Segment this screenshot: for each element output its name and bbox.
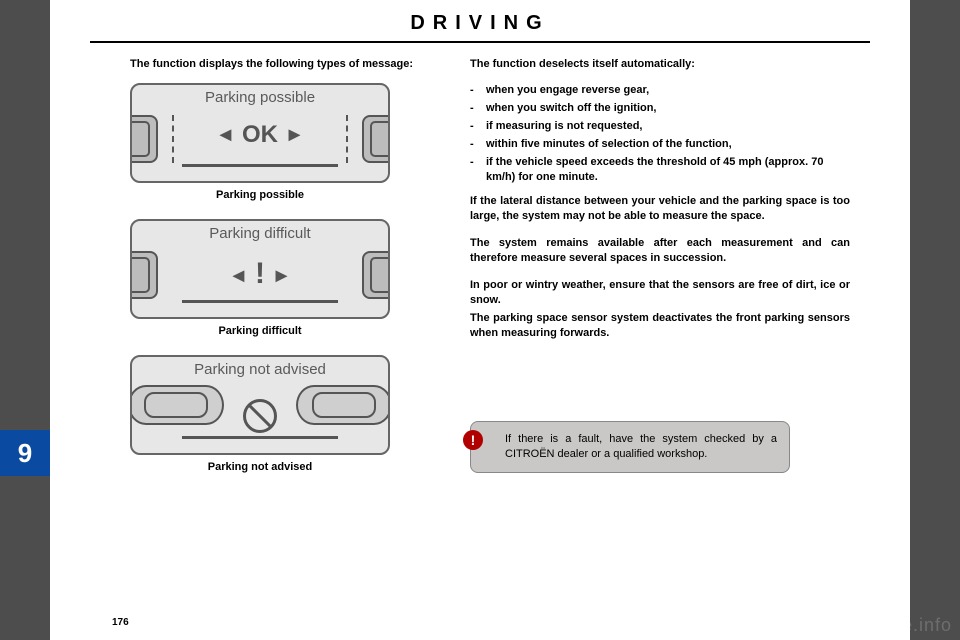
display-title: Parking not advised (132, 357, 388, 378)
bullet-list: -when you engage reverse gear, -when you… (470, 83, 850, 184)
bullet-text: if the vehicle speed exceeds the thresho… (486, 155, 850, 185)
ok-text: OK (242, 121, 278, 148)
list-item: -within five minutes of selection of the… (470, 137, 850, 152)
warn-symbol: ◄ ! ► (132, 257, 388, 291)
arrow-left-icon: ◄ (216, 124, 236, 147)
bullet-text: within five minutes of selection of the … (486, 137, 732, 152)
car-icon (296, 385, 390, 425)
chapter-number: 9 (18, 438, 32, 469)
left-column: The function displays the following type… (130, 57, 440, 491)
road-line (182, 164, 338, 167)
display-title: Parking possible (132, 85, 388, 106)
paragraph: The system remains available after each … (470, 236, 850, 266)
caption-difficult: Parking difficult (130, 325, 390, 337)
ok-symbol: ◄ OK ► (132, 121, 388, 149)
arrow-left-icon: ◄ (229, 265, 249, 288)
arrow-right-icon: ► (272, 265, 292, 288)
display-parking-not-advised: Parking not advised (130, 355, 390, 455)
car-icon (130, 385, 224, 425)
display-title: Parking difficult (132, 221, 388, 242)
arrow-right-icon: ► (285, 124, 305, 147)
content-area: The function displays the following type… (50, 43, 910, 57)
road-line (182, 436, 338, 439)
watermark: carmanualsonline.info (756, 615, 952, 636)
bullet-text: when you engage reverse gear, (486, 83, 649, 98)
prohibit-icon (243, 399, 277, 433)
warning-text: If there is a fault, have the system che… (505, 433, 777, 460)
paragraph: In poor or wintry weather, ensure that t… (470, 278, 850, 308)
exclaim-text: ! (255, 257, 265, 290)
right-column: The function deselects itself automatica… (470, 57, 850, 473)
list-item: -when you engage reverse gear, (470, 83, 850, 98)
display-parking-possible: Parking possible ◄ OK ► (130, 83, 390, 183)
list-item: -if the vehicle speed exceeds the thresh… (470, 155, 850, 185)
caption-possible: Parking possible (130, 189, 390, 201)
display-parking-difficult: Parking difficult ◄ ! ► (130, 219, 390, 319)
road-line (182, 300, 338, 303)
paragraph: The parking space sensor system deactiva… (470, 311, 850, 341)
list-item: -when you switch off the ignition, (470, 101, 850, 116)
page-title: DRIVING (50, 0, 910, 35)
chapter-tab: 9 (0, 430, 50, 476)
manual-page: DRIVING The function displays the follow… (50, 0, 910, 640)
paragraph: If the lateral distance between your veh… (470, 194, 850, 224)
caption-not-advised: Parking not advised (130, 461, 390, 473)
list-item: -if measuring is not requested, (470, 119, 850, 134)
right-intro: The function deselects itself automatica… (470, 57, 850, 71)
page-number: 176 (112, 617, 129, 628)
left-intro: The function displays the following type… (130, 57, 440, 71)
warning-icon: ! (463, 430, 483, 450)
bullet-text: if measuring is not requested, (486, 119, 642, 134)
warning-box: ! If there is a fault, have the system c… (470, 421, 790, 473)
bullet-text: when you switch off the ignition, (486, 101, 657, 116)
